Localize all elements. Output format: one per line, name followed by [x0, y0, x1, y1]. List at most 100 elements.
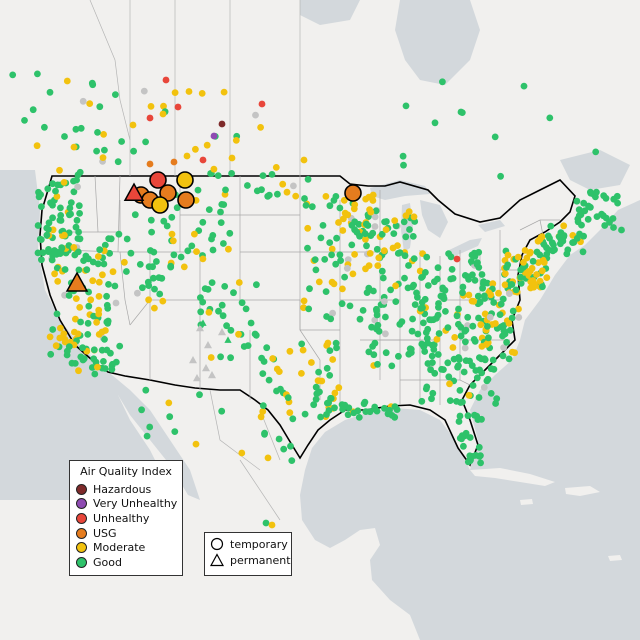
monitor-point — [575, 212, 583, 220]
monitor-point — [461, 344, 469, 352]
monitor-point — [458, 109, 466, 116]
monitor-point — [136, 261, 144, 268]
monitor-point — [199, 319, 207, 326]
monitor-point — [392, 222, 400, 230]
monitor-point — [201, 285, 209, 292]
monitor-point — [66, 204, 74, 212]
monitor-point — [455, 418, 463, 425]
monitor-point — [73, 216, 81, 224]
monitor-point — [393, 406, 401, 413]
monitor-point — [354, 407, 362, 415]
monitor-point — [174, 103, 182, 111]
monitor-point — [434, 351, 442, 358]
monitor-point — [573, 234, 581, 242]
monitor-point — [464, 458, 472, 466]
monitor-point — [528, 264, 536, 272]
monitor-point — [459, 289, 466, 297]
monitor-point — [226, 229, 234, 237]
monitor-point — [209, 246, 217, 254]
monitor-point — [146, 423, 154, 431]
monitor-point — [529, 277, 537, 284]
monitor-point — [205, 309, 213, 316]
canada-borders — [89, 0, 301, 176]
monitor-point — [112, 91, 119, 98]
monitor-point — [123, 268, 130, 275]
monitor-point — [331, 389, 339, 397]
monitor-point — [424, 339, 432, 347]
monitor-point — [382, 349, 390, 357]
monitor-point — [162, 76, 170, 84]
monitor-point — [90, 346, 98, 354]
monitor-point — [196, 391, 203, 399]
highlighted-monitor — [151, 196, 169, 214]
monitor-point — [134, 289, 141, 297]
monitor-point — [470, 298, 478, 305]
monitor-point — [9, 71, 17, 79]
monitor-point — [49, 201, 56, 209]
monitor-point — [61, 338, 69, 346]
monitor-point — [76, 210, 83, 217]
monitor-point — [462, 338, 469, 346]
monitor-point — [284, 394, 292, 401]
monitor-point — [244, 182, 251, 189]
monitor-point — [56, 334, 64, 342]
monitor-point — [144, 278, 152, 286]
monitor-point — [94, 363, 101, 371]
monitor-point — [392, 298, 400, 305]
monitor-point — [468, 362, 476, 369]
monitor-point — [471, 277, 479, 284]
monitor-point — [319, 222, 327, 229]
monitor-point — [476, 298, 484, 306]
monitor-point — [504, 251, 512, 259]
monitor-point — [232, 137, 240, 144]
monitor-point — [323, 364, 331, 372]
monitor-point — [610, 224, 617, 231]
monitor-point — [539, 283, 546, 291]
monitor-point — [416, 267, 424, 275]
monitor-point — [371, 316, 379, 324]
monitor-point — [265, 191, 273, 199]
monitor-point — [529, 257, 537, 265]
monitor-point — [83, 266, 91, 274]
monitor-point — [146, 114, 154, 122]
monitor-point — [434, 264, 442, 272]
monitor-point — [317, 413, 324, 421]
monitor-point — [88, 364, 96, 371]
legend-label: USG — [93, 526, 117, 540]
monitor-point — [170, 251, 178, 259]
legend-label: Very Unhealthy — [93, 497, 178, 511]
monitor-point — [362, 265, 369, 273]
monitor-point — [166, 413, 174, 421]
monitor-point — [500, 327, 508, 335]
monitor-point — [368, 323, 375, 331]
monitor-point — [35, 193, 43, 201]
monitor-point — [219, 312, 227, 320]
monitor-point — [332, 193, 340, 200]
monitor-point — [344, 211, 352, 219]
monitor-point — [91, 370, 99, 378]
monitor-point — [45, 246, 52, 253]
monitor-point — [466, 434, 474, 441]
monitor-point — [374, 262, 382, 269]
monitor-point — [520, 82, 528, 90]
monitor-point — [339, 406, 346, 413]
monitor-point — [476, 354, 483, 361]
monitor-point — [539, 256, 547, 264]
highlighted-monitor — [176, 171, 194, 189]
monitor-point — [84, 319, 92, 327]
monitor-point — [417, 305, 425, 312]
monitor-point — [290, 182, 297, 190]
monitor-point — [587, 189, 595, 197]
monitor-point — [378, 230, 386, 238]
monitor-point — [61, 231, 68, 239]
monitor-point — [44, 185, 52, 193]
monitor-point — [386, 406, 393, 414]
monitor-point — [94, 253, 102, 260]
monitor-point — [325, 407, 333, 414]
monitor-point — [235, 279, 243, 286]
monitor-point — [374, 360, 381, 368]
monitor-point — [41, 123, 48, 131]
monitor-point — [474, 292, 482, 300]
monitor-point — [269, 355, 277, 362]
legend-item-good: Good — [70, 555, 182, 570]
